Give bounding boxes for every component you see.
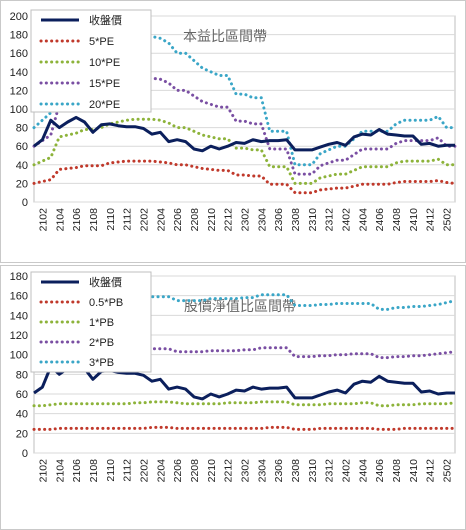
pe-x-tick-label: 2112 (122, 208, 134, 231)
pe-x-tick-label: 2306 (273, 208, 285, 232)
pe-x-tick-label: 2204 (155, 208, 167, 232)
pb-y-tick-label: 100 (10, 350, 28, 362)
pe-x-tick-label: 2404 (357, 208, 369, 232)
pb-series-line-1 (32, 425, 457, 431)
pb-x-tick-label: 2110 (105, 459, 117, 482)
pb-x-tick-label: 2304 (256, 459, 268, 483)
pb-y-tick-label: 140 (10, 310, 28, 322)
pb-y-tick-label: 0 (22, 448, 28, 460)
pb-x-tick-label: 2312 (324, 459, 336, 483)
pb-x-tick-label: 2212 (223, 459, 235, 483)
pb-x-tick-label: 2302 (240, 459, 252, 483)
pb-chart-title: 股價淨值比區間帶 (184, 298, 296, 315)
pe-x-tick-label: 2310 (307, 208, 319, 232)
pe-legend-label: 15*PE (89, 78, 120, 90)
pb-y-tick-label: 80 (16, 369, 28, 381)
pe-y-tick-label: 40 (16, 160, 28, 172)
pb-legend-label: 2*PB (89, 337, 114, 349)
pe-y-tick-label: 100 (10, 104, 28, 116)
pe-x-tick-label: 2408 (391, 208, 403, 232)
pb-series-line-3 (32, 346, 457, 362)
pe-band-chart-svg: 0 20 40 60 80 100 120 140 160 180 200 2102 2104 2106 2… (10, 9, 457, 232)
pe-band-chart: 0 20 40 60 80 100 120 140 160 180 200 2102 2104 2106 2… (0, 0, 466, 263)
pe-y-tick-label: 160 (10, 48, 28, 60)
pb-y-tick-label: 120 (10, 330, 28, 342)
pe-legend-label: 收盤價 (89, 13, 122, 27)
pb-x-tick-label: 2106 (71, 459, 83, 483)
pe-x-tick-label: 2102 (37, 208, 49, 232)
pe-series-line-1 (32, 159, 457, 195)
pb-x-tick-label: 2408 (391, 459, 403, 483)
pb-y-tick-label: 60 (16, 389, 28, 401)
pb-y-tick-label: 40 (16, 409, 28, 421)
pb-x-tick-label: 2104 (54, 459, 66, 483)
pb-y-tick-label: 160 (10, 291, 28, 303)
pb-x-tick-label: 2412 (425, 459, 437, 483)
pe-x-tick-label: 2212 (223, 208, 235, 232)
pe-x-tick-label: 2308 (290, 208, 302, 232)
pe-y-tick-label: 120 (10, 85, 28, 97)
pb-x-tick-label: 2108 (88, 459, 100, 483)
pe-series-line-0 (33, 115, 455, 153)
pe-x-tick-label: 2210 (206, 208, 218, 232)
pe-x-tick-label: 2208 (189, 208, 201, 232)
pe-y-tick-label: 20 (16, 178, 28, 190)
pe-x-tick-label: 2106 (71, 208, 83, 232)
pb-x-tick-label: 2308 (290, 459, 302, 483)
pe-x-tick-label: 2108 (88, 208, 100, 232)
pb-x-tick-label: 2402 (341, 459, 353, 483)
pe-chart-title: 本益比區間帶 (183, 29, 267, 45)
pe-x-tick-label: 2110 (105, 208, 117, 231)
pe-y-tick-label: 80 (16, 123, 28, 135)
pe-x-tick-label: 2502 (442, 208, 454, 232)
pe-x-tick-label: 2104 (54, 208, 66, 232)
pe-x-tick-label: 2302 (240, 208, 252, 232)
pb-x-tick-label: 2410 (408, 459, 420, 483)
pb-y-tick-label: 180 (10, 271, 28, 283)
pb-x-tick-label: 2310 (307, 459, 319, 483)
pe-x-tick-label: 2410 (408, 208, 420, 232)
pe-x-tick-label: 2412 (425, 208, 437, 232)
pb-x-tick-label: 2202 (138, 459, 150, 483)
pb-legend-label: 0.5*PB (89, 297, 123, 309)
pb-x-tick-label: 2406 (374, 459, 386, 483)
pb-x-tick-label: 2404 (357, 459, 369, 483)
pe-y-tick-label: 180 (10, 30, 28, 42)
pb-legend-label: 收盤價 (89, 275, 122, 289)
pb-band-chart-svg: 0 20 40 60 80 100 120 140 160 180 2102 2104 2106 2108… (10, 271, 457, 483)
pb-x-tick-label: 2306 (273, 459, 285, 483)
pb-x-tick-label: 2204 (155, 459, 167, 483)
pb-x-tick-label: 2502 (442, 459, 454, 483)
pe-legend-label: 5*PE (89, 36, 114, 48)
pe-x-tick-label: 2206 (172, 208, 184, 232)
pe-y-tick-label: 0 (22, 197, 28, 209)
pe-x-tick-label: 2402 (341, 208, 353, 232)
pe-x-tick-label: 2312 (324, 208, 336, 232)
pb-legend-label: 3*PB (89, 357, 114, 369)
pb-x-tick-label: 2112 (122, 459, 134, 482)
pb-series-line-2 (32, 400, 457, 408)
pe-legend-label: 20*PE (89, 99, 120, 111)
pb-x-tick-label: 2208 (189, 459, 201, 483)
pe-x-tick-label: 2304 (256, 208, 268, 232)
pb-x-tick-label: 2206 (172, 459, 184, 483)
pb-x-tick-label: 2210 (206, 459, 218, 483)
pe-y-tick-label: 140 (10, 67, 28, 79)
pe-y-tick-label: 60 (16, 141, 28, 153)
pb-legend-label: 1*PB (89, 317, 114, 329)
pe-x-tick-label: 2406 (374, 208, 386, 232)
pe-x-tick-label: 2202 (138, 208, 150, 232)
pe-legend-label: 10*PE (89, 57, 120, 69)
pb-band-chart: 0 20 40 60 80 100 120 140 160 180 2102 2104 2106 2108… (0, 265, 466, 530)
pe-y-tick-label: 200 (10, 11, 28, 23)
pb-y-tick-label: 20 (16, 428, 28, 440)
pb-x-tick-label: 2102 (37, 459, 49, 483)
